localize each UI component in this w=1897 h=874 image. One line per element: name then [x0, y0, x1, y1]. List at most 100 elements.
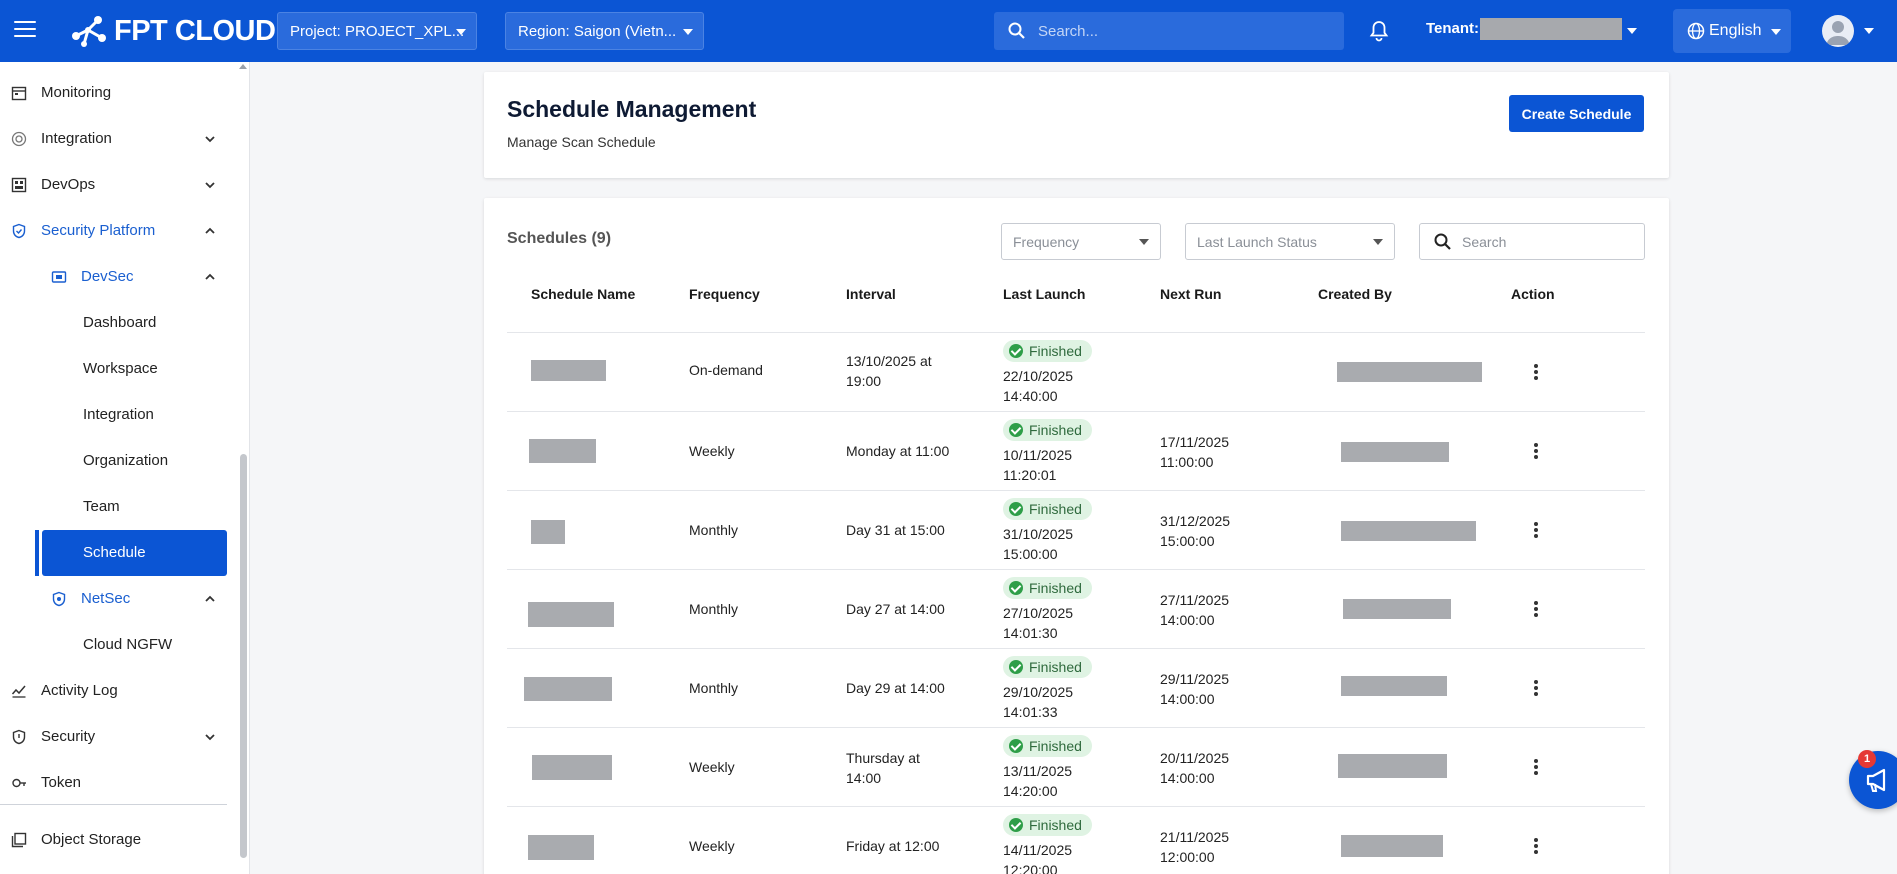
more-vertical-icon[interactable]: [1531, 599, 1541, 619]
table-row[interactable]: Monthly Day 31 at 15:00 Finished 31/10/2…: [507, 491, 1645, 570]
column-header-created-by[interactable]: Created By: [1318, 286, 1392, 302]
sidebar-item-team[interactable]: Team: [0, 487, 232, 527]
next-run-cell: 31/12/2025 15:00:00: [1160, 511, 1230, 551]
column-header-schedule-name[interactable]: Schedule Name: [531, 286, 636, 302]
key-icon: [12, 778, 26, 788]
chevron-down-icon: [683, 29, 693, 35]
devops-icon: [11, 177, 27, 193]
more-vertical-icon[interactable]: [1531, 678, 1541, 698]
sidebar-divider: [0, 804, 227, 805]
tenant-value-redacted[interactable]: [1480, 18, 1622, 40]
table-row[interactable]: Monthly Day 27 at 14:00 Finished 27/10/2…: [507, 570, 1645, 649]
table-row[interactable]: Weekly Monday at 11:00 Finished 10/11/20…: [507, 412, 1645, 491]
more-vertical-icon[interactable]: [1531, 362, 1541, 382]
sidebar-item-security[interactable]: Security: [0, 717, 232, 757]
language-select[interactable]: English: [1673, 9, 1791, 53]
more-vertical-icon[interactable]: [1531, 836, 1541, 856]
sidebar-item-label: Workspace: [83, 360, 158, 377]
shield-icon: [12, 223, 26, 239]
table-search-placeholder: Search: [1462, 233, 1507, 250]
table-row[interactable]: Monthly Day 29 at 14:00 Finished 29/10/2…: [507, 649, 1645, 728]
activity-icon: [11, 685, 26, 698]
chevron-up-icon: [205, 595, 215, 602]
frequency-cell: Monthly: [689, 522, 739, 538]
sidebar-item-netsec[interactable]: NetSec: [0, 579, 232, 619]
frequency-filter-select[interactable]: Frequency: [1001, 223, 1161, 260]
table-row[interactable]: Weekly Thursday at 14:00 Finished 13/11/2…: [507, 728, 1645, 807]
created-by-redacted: [1338, 754, 1447, 778]
shield-icon: [12, 729, 26, 745]
logo[interactable]: FPT CLOUD: [68, 13, 276, 49]
sidebar-item-integration[interactable]: Integration: [0, 119, 232, 159]
page-header-card: Schedule Management Manage Scan Schedule…: [484, 72, 1669, 178]
interval-cell: Monday at 11:00: [846, 441, 949, 461]
menu-icon[interactable]: [14, 21, 36, 39]
column-header-last-launch[interactable]: Last Launch: [1003, 286, 1086, 302]
region-select[interactable]: Region: Saigon (Vietn...: [505, 12, 704, 50]
check-circle-icon: [1009, 423, 1023, 437]
column-header-frequency[interactable]: Frequency: [689, 286, 760, 302]
more-vertical-icon[interactable]: [1531, 757, 1541, 777]
global-search-placeholder: Search...: [1038, 22, 1099, 40]
status-filter-select[interactable]: Last Launch Status: [1185, 223, 1395, 260]
integration-icon: [11, 131, 27, 147]
next-run-date: 31/12/2025: [1160, 513, 1231, 529]
sidebar-item-label: DevOps: [41, 176, 96, 193]
sidebar-item-workspace[interactable]: Workspace: [0, 349, 232, 389]
project-select-value: Project: PROJECT_XPL...: [290, 22, 465, 40]
sidebar-item-devops[interactable]: DevOps: [0, 165, 232, 205]
scroll-up-arrow-icon[interactable]: [239, 64, 247, 69]
status-badge: Finished: [1003, 577, 1092, 599]
sidebar-item-object-storage[interactable]: Object Storage: [0, 820, 232, 860]
sidebar-item-activity-log[interactable]: Activity Log: [0, 671, 232, 711]
sidebar-item-security-platform[interactable]: Security Platform: [0, 211, 232, 251]
status-badge-label: Finished: [1029, 501, 1082, 517]
table-row[interactable]: Weekly Friday at 12:00 Finished 14/11/20…: [507, 807, 1645, 874]
sidebar-item-token[interactable]: Token: [0, 763, 232, 803]
global-search-input[interactable]: Search...: [994, 12, 1344, 50]
table-search-input[interactable]: Search: [1419, 223, 1645, 260]
logo-text: FPT CLOUD: [114, 14, 276, 47]
column-header-action: Action: [1511, 286, 1555, 302]
sidebar-item-label: Cloud NGFW: [83, 636, 173, 653]
interval-cell: 13/10/2025 at 19:00: [846, 351, 932, 391]
chevron-down-icon: [1139, 239, 1149, 245]
created-by-redacted: [1341, 442, 1449, 462]
sidebar-item-organization[interactable]: Organization: [0, 441, 232, 481]
interval-line-1: Day 29 at 14:00: [846, 680, 945, 696]
avatar[interactable]: [1822, 15, 1854, 47]
interval-line-2: 19:00: [846, 373, 882, 389]
sidebar-scrollbar[interactable]: [240, 454, 247, 858]
more-vertical-icon[interactable]: [1531, 520, 1541, 540]
sidebar-item-dashboard[interactable]: Dashboard: [0, 303, 232, 343]
table-title: Schedules (9): [507, 230, 612, 247]
sidebar-item-integration-sub[interactable]: Integration: [0, 395, 232, 435]
bell-icon[interactable]: [1369, 20, 1389, 42]
region-select-value: Region: Saigon (Vietn...: [518, 22, 677, 40]
sidebar-item-monitoring[interactable]: Monitoring: [0, 73, 232, 113]
sidebar-item-label: Team: [83, 498, 120, 515]
next-run-cell: 27/11/2025 14:00:00: [1160, 590, 1229, 630]
column-header-next-run[interactable]: Next Run: [1160, 286, 1222, 302]
chevron-up-icon: [205, 273, 215, 280]
schedule-name-redacted: [531, 360, 606, 381]
sidebar-item-devsec[interactable]: DevSec: [0, 257, 232, 297]
project-select[interactable]: Project: PROJECT_XPL...: [277, 12, 477, 50]
schedule-name-redacted: [532, 755, 612, 780]
more-vertical-icon[interactable]: [1531, 441, 1541, 461]
chevron-down-icon[interactable]: [1627, 28, 1637, 34]
chevron-down-icon[interactable]: [1864, 28, 1874, 34]
create-schedule-button[interactable]: Create Schedule: [1509, 95, 1644, 132]
column-header-interval[interactable]: Interval: [846, 286, 896, 302]
chevron-down-icon: [1373, 239, 1383, 245]
status-badge: Finished: [1003, 735, 1092, 757]
language-select-value: English: [1709, 22, 1762, 39]
check-circle-icon: [1009, 818, 1023, 832]
table-row[interactable]: On-demand 13/10/2025 at 19:00 Finished 22…: [507, 333, 1645, 412]
chevron-up-icon: [205, 227, 215, 234]
check-circle-icon: [1009, 660, 1023, 674]
schedule-name-redacted: [528, 835, 594, 860]
sidebar-item-cloud-ngfw[interactable]: Cloud NGFW: [0, 625, 232, 665]
check-circle-icon: [1009, 739, 1023, 753]
sidebar-item-schedule[interactable]: Schedule: [0, 533, 232, 573]
